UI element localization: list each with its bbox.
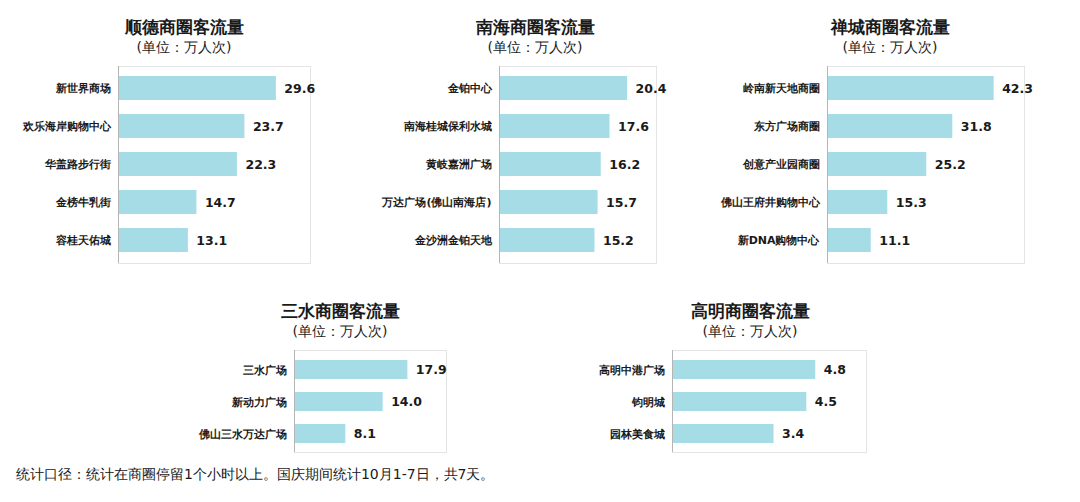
svg-text:11.1: 11.1: [879, 233, 910, 248]
svg-text:13.1: 13.1: [196, 233, 227, 248]
svg-text:金榜牛乳街: 金榜牛乳街: [55, 196, 111, 209]
svg-text:17.9: 17.9: [416, 362, 447, 377]
svg-text:钧明城: 钧明城: [631, 396, 665, 409]
svg-text:金沙洲金铂天地: 金沙洲金铂天地: [414, 234, 493, 247]
svg-text:4.5: 4.5: [815, 394, 837, 409]
svg-text:佛山王府井购物中心: 佛山王府井购物中心: [720, 196, 821, 209]
svg-text:容桂天佑城: 容桂天佑城: [55, 234, 111, 247]
svg-text:17.6: 17.6: [618, 119, 649, 134]
svg-text:岭南新天地商圈: 岭南新天地商圈: [743, 82, 820, 95]
svg-text:16.2: 16.2: [609, 157, 640, 172]
html-text:禅城商圈客流量: 禅城商圈客流量: [830, 17, 950, 37]
svg-text:新世界商场: 新世界商场: [55, 82, 111, 95]
html-text:(单位：万人次): (单位：万人次): [292, 323, 388, 339]
svg-text:42.3: 42.3: [1002, 81, 1033, 96]
svg-text:高明中港广场: 高明中港广场: [599, 364, 665, 377]
html-text:统计口径：统计在商圈停留1个小时以上。国庆期间统计10月1-: 统计口径：统计在商圈停留1个小时以上。国庆期间统计10月1-7日，共7天。: [16, 466, 495, 482]
html-text:(单位：万人次): (单位：万人次): [487, 39, 583, 55]
svg-text:15.2: 15.2: [603, 233, 634, 248]
svg-text:14.7: 14.7: [205, 195, 236, 210]
svg-text:金铂中心: 金铂中心: [447, 82, 493, 95]
svg-text:15.3: 15.3: [896, 195, 927, 210]
svg-text:3.4: 3.4: [782, 426, 804, 441]
html-text:(单位：万人次): (单位：万人次): [702, 323, 798, 339]
svg-text:29.6: 29.6: [284, 81, 315, 96]
svg-text:23.7: 23.7: [253, 119, 284, 134]
html-text:高明商圈客流量: 高明商圈客流量: [690, 301, 810, 321]
svg-text:4.8: 4.8: [824, 362, 846, 377]
svg-text:新DNA购物中心: 新DNA购物中心: [737, 234, 821, 247]
svg-text:31.8: 31.8: [961, 119, 992, 134]
html-text:三水商圈客流量: 三水商圈客流量: [280, 301, 400, 321]
svg-text:新动力广场: 新动力广场: [231, 396, 287, 409]
html-text:(单位：万人次): (单位：万人次): [136, 39, 232, 55]
svg-text:8.1: 8.1: [354, 426, 376, 441]
svg-text:14.0: 14.0: [391, 394, 422, 409]
svg-text:园林美食城: 园林美食城: [610, 428, 665, 441]
svg-text:20.4: 20.4: [636, 81, 667, 96]
html-text:(单位：万人次): (单位：万人次): [842, 39, 938, 55]
svg-text:万达广场(佛山南海店): 万达广场(佛山南海店): [381, 196, 491, 209]
svg-text:三水广场: 三水广场: [243, 364, 287, 377]
svg-text:黄岐嘉洲广场: 黄岐嘉洲广场: [425, 158, 492, 171]
html-text:南海商圈客流量: 南海商圈客流量: [475, 17, 595, 37]
html-text:顺德商圈客流量: 顺德商圈客流量: [124, 17, 244, 37]
svg-text:华盖路步行街: 华盖路步行街: [44, 158, 111, 171]
svg-text:25.2: 25.2: [935, 157, 966, 172]
svg-text:东方广场商圈: 东方广场商圈: [753, 120, 820, 133]
svg-text:创意产业园商圈: 创意产业园商圈: [742, 158, 820, 171]
svg-text:15.7: 15.7: [606, 195, 637, 210]
svg-text:南海桂城保利水城: 南海桂城保利水城: [403, 120, 492, 133]
svg-text:欢乐海岸购物中心: 欢乐海岸购物中心: [22, 120, 112, 133]
svg-text:22.3: 22.3: [245, 157, 276, 172]
svg-text:佛山三水万达广场: 佛山三水万达广场: [198, 428, 287, 441]
